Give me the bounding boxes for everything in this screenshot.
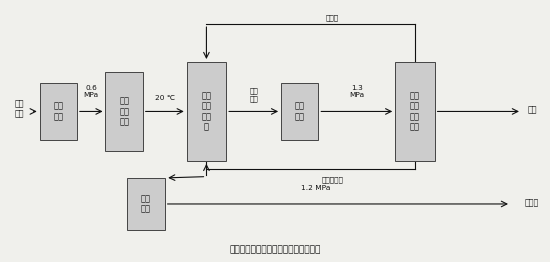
Bar	[186, 62, 226, 161]
Text: 冲洗气: 冲洗气	[326, 14, 339, 21]
Text: 1.2 MPa: 1.2 MPa	[301, 185, 331, 191]
Bar	[40, 83, 77, 140]
Text: 焦炉
煤气: 焦炉 煤气	[14, 99, 24, 118]
Text: 回填升压气: 回填升压气	[322, 176, 344, 183]
Text: 解吸气: 解吸气	[525, 198, 539, 207]
Text: 原料
压缩: 原料 压缩	[53, 102, 63, 121]
Text: 图　　变压吸附制氢流程示意图（一）: 图 变压吸附制氢流程示意图（一）	[229, 246, 321, 255]
Text: 氢气: 氢气	[527, 106, 537, 115]
Text: 变压
吸附
脱碳
烃: 变压 吸附 脱碳 烃	[201, 91, 211, 132]
Text: 变压
吸附
制氢
脱氧: 变压 吸附 制氢 脱氧	[410, 91, 420, 132]
Text: 1.3
MPa: 1.3 MPa	[349, 85, 364, 99]
Text: 冷冻
净化
分离: 冷冻 净化 分离	[119, 97, 129, 126]
Text: 半成
品气: 半成 品气	[249, 88, 258, 102]
Text: 抽空
机组: 抽空 机组	[141, 194, 151, 214]
Bar	[128, 178, 165, 230]
Bar	[281, 83, 318, 140]
Text: 脱硫
压缩: 脱硫 压缩	[295, 102, 305, 121]
Bar	[395, 62, 434, 161]
Text: 20 ℃: 20 ℃	[155, 95, 175, 101]
Text: 0.6
MPa: 0.6 MPa	[84, 85, 99, 99]
Bar	[106, 72, 143, 151]
